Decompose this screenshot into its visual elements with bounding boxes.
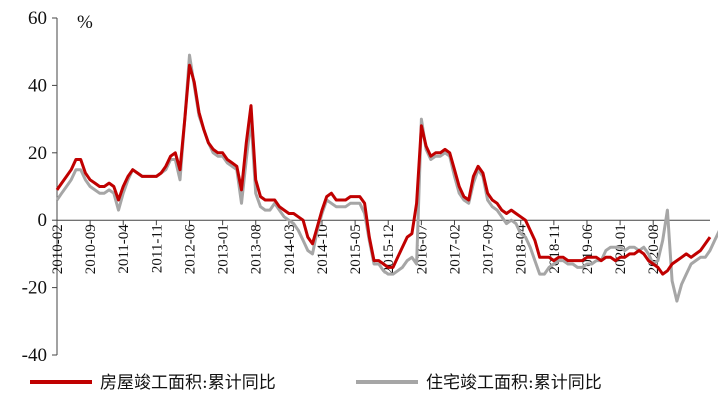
y-tick-label: 40 — [28, 75, 47, 96]
x-tick-label: 2015-12 — [381, 224, 397, 274]
x-tick-label: 2010-09 — [83, 224, 99, 274]
y-tick-label: 20 — [28, 143, 47, 164]
legend-item-residential-completion: 住宅竣工面积:累计同比 — [356, 373, 602, 393]
x-axis-ticks: 2010-02 2010-09 2011-04 2011-11 2012-06 2013-… — [50, 220, 662, 274]
y-tick-label: -40 — [22, 345, 47, 366]
x-tick-label: 2015-05 — [348, 224, 364, 274]
y-tick-label: 0 — [38, 210, 48, 231]
x-tick-label: 2012-06 — [182, 224, 198, 274]
y-tick-label: -20 — [22, 278, 47, 299]
legend-item-building-completion: 房屋竣工面积:累计同比 — [30, 373, 276, 393]
chart-axes — [56, 18, 710, 355]
x-tick-label: 2011-04 — [116, 224, 132, 274]
x-tick-label: 2018-04 — [514, 224, 530, 274]
x-tick-label: 2014-10 — [315, 224, 331, 274]
y-axis-ticks: 60 40 20 0 -20 -40 — [22, 8, 57, 366]
legend: 房屋竣工面积:累计同比 住宅竣工面积:累计同比 — [30, 373, 602, 393]
series-lines — [55, 53, 718, 303]
series-line-building-completion — [55, 63, 712, 276]
x-tick-label: 2011-11 — [149, 224, 165, 273]
x-tick-label: 2019-06 — [580, 224, 596, 274]
legend-label: 房屋竣工面积:累计同比 — [100, 373, 276, 393]
y-axis-unit: % — [77, 12, 93, 33]
x-tick-label: 2013-08 — [249, 224, 265, 274]
x-tick-label: 2017-02 — [447, 224, 463, 274]
legend-label: 住宅竣工面积:累计同比 — [426, 373, 602, 393]
x-tick-label: 2014-03 — [282, 224, 298, 274]
x-tick-label: 2010-02 — [50, 224, 66, 274]
x-tick-label: 2013-01 — [216, 224, 232, 274]
x-tick-label: 2017-09 — [481, 224, 497, 274]
y-tick-label: 60 — [28, 8, 47, 29]
